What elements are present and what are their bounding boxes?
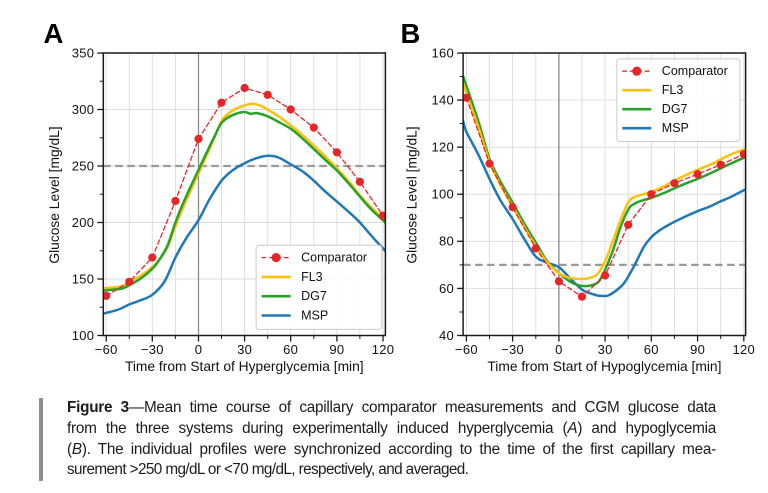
- svg-text:Time from Start of Hypoglycemi: Time from Start of Hypoglycemia [min]: [487, 359, 721, 374]
- svg-text:160: 160: [432, 45, 455, 60]
- svg-text:−30: −30: [501, 342, 524, 357]
- svg-text:Time from Start of Hyperglycem: Time from Start of Hyperglycemia [min]: [125, 359, 364, 374]
- svg-text:B: B: [401, 18, 421, 49]
- svg-text:MSP: MSP: [301, 309, 328, 323]
- svg-text:90: 90: [329, 342, 344, 357]
- svg-text:250: 250: [72, 158, 95, 173]
- svg-text:A: A: [44, 18, 64, 49]
- svg-text:120: 120: [733, 342, 756, 357]
- svg-text:DG7: DG7: [662, 102, 688, 116]
- svg-text:30: 30: [237, 342, 252, 357]
- svg-text:MSP: MSP: [662, 121, 689, 135]
- svg-text:100: 100: [72, 328, 95, 343]
- svg-text:350: 350: [72, 45, 95, 60]
- svg-text:90: 90: [690, 342, 705, 357]
- svg-text:60: 60: [283, 342, 298, 357]
- svg-text:FL3: FL3: [301, 270, 323, 284]
- svg-text:80: 80: [439, 234, 454, 249]
- svg-text:−60: −60: [455, 342, 478, 357]
- svg-text:Glucose Level [mg/dL]: Glucose Level [mg/dL]: [47, 126, 62, 263]
- svg-text:100: 100: [432, 187, 455, 202]
- svg-text:300: 300: [72, 102, 95, 117]
- svg-text:Glucose Level [mg/dL]: Glucose Level [mg/dL]: [405, 126, 420, 263]
- svg-text:150: 150: [72, 271, 95, 286]
- svg-text:Comparator: Comparator: [301, 251, 367, 265]
- svg-text:140: 140: [432, 93, 455, 108]
- svg-text:40: 40: [439, 328, 454, 343]
- svg-text:FL3: FL3: [662, 83, 684, 97]
- svg-text:60: 60: [439, 281, 454, 296]
- svg-text:DG7: DG7: [301, 289, 327, 303]
- svg-text:120: 120: [432, 140, 455, 155]
- svg-text:Comparator: Comparator: [662, 64, 728, 78]
- svg-text:0: 0: [195, 342, 203, 357]
- svg-text:60: 60: [644, 342, 659, 357]
- svg-text:−60: −60: [95, 342, 118, 357]
- svg-text:0: 0: [555, 342, 563, 357]
- svg-text:120: 120: [372, 342, 395, 357]
- svg-text:30: 30: [598, 342, 613, 357]
- svg-text:−30: −30: [141, 342, 164, 357]
- svg-text:200: 200: [72, 215, 95, 230]
